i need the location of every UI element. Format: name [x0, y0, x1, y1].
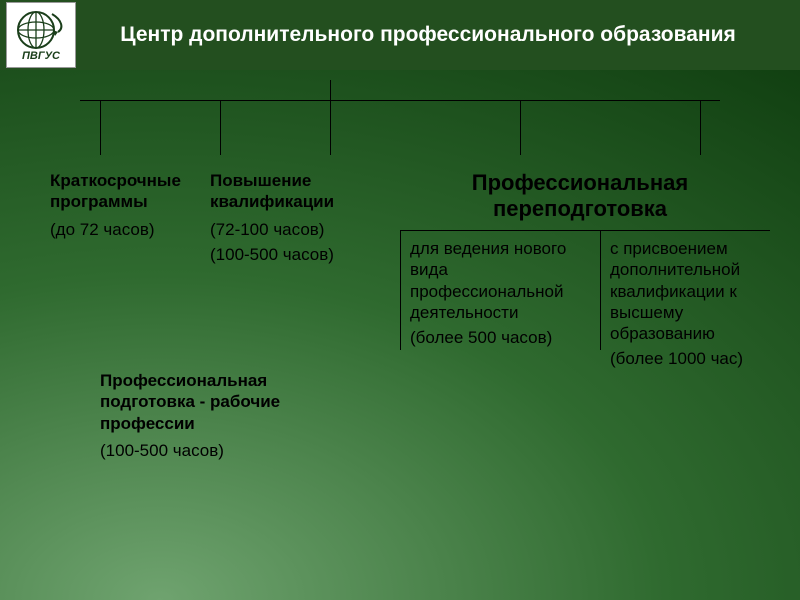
logo: ПВГУС — [6, 2, 76, 68]
block-retraining-a: для ведения нового вида профессиональной… — [410, 238, 595, 352]
block-retraining-b: с присвоением дополнительной квалификаци… — [610, 238, 785, 374]
block-prof-training: Профессиональная подготовка - рабочие пр… — [100, 370, 360, 465]
block-retraining-title: Профессиональная переподготовка — [420, 170, 740, 222]
slide: ПВГУС Центр дополнительного профессионал… — [0, 0, 800, 600]
diagram-body: Краткосрочные программы (до 72 часов) По… — [0, 70, 800, 600]
block-line: (100-500 часов) — [210, 244, 360, 265]
block-line: для ведения нового вида профессиональной… — [410, 238, 595, 323]
connector-line — [100, 100, 101, 155]
connector-line — [220, 100, 221, 155]
block-line: (72-100 часов) — [210, 219, 360, 240]
connector-line — [330, 100, 331, 155]
header: ПВГУС Центр дополнительного профессионал… — [0, 0, 800, 70]
connector-line — [80, 100, 720, 101]
connector-line — [330, 80, 331, 100]
slide-title: Центр дополнительного профессионального … — [76, 23, 800, 47]
block-line: с присвоением дополнительной квалификаци… — [610, 238, 785, 344]
block-line: (до 72 часов) — [50, 219, 205, 240]
connector-line — [520, 100, 521, 155]
connector-line — [600, 230, 601, 350]
block-title: Повышение квалификации — [210, 170, 360, 213]
block-short-programs: Краткосрочные программы (до 72 часов) — [50, 170, 205, 244]
logo-text: ПВГУС — [22, 50, 61, 62]
globe-logo-icon: ПВГУС — [12, 8, 70, 62]
connector-line — [400, 230, 770, 231]
block-line: (более 1000 час) — [610, 348, 785, 369]
block-title: Краткосрочные программы — [50, 170, 205, 213]
block-upgrade: Повышение квалификации (72-100 часов) (1… — [210, 170, 360, 269]
connector-line — [400, 230, 401, 350]
connector-line — [700, 100, 701, 155]
block-line: (100-500 часов) — [100, 440, 360, 461]
block-title: Профессиональная подготовка - рабочие пр… — [100, 370, 360, 434]
block-line: (более 500 часов) — [410, 327, 595, 348]
